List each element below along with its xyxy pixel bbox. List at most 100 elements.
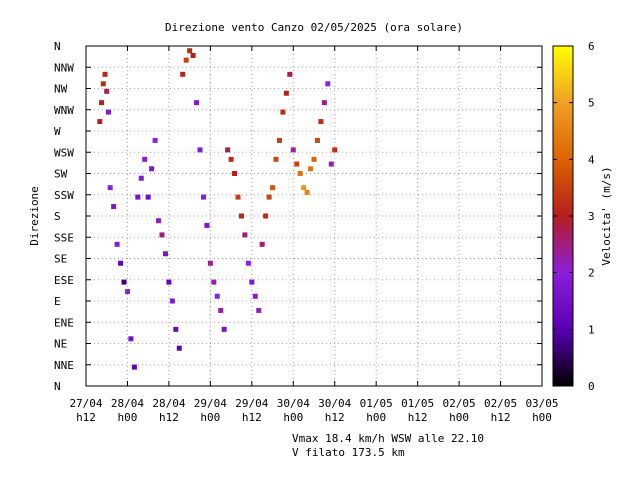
x-tick-label-hour: h00 bbox=[118, 411, 138, 424]
data-point bbox=[228, 156, 234, 162]
data-point bbox=[176, 345, 182, 351]
x-tick-label-date: 29/04 bbox=[194, 397, 227, 410]
data-point bbox=[259, 241, 265, 247]
x-tick-label-hour: h12 bbox=[159, 411, 179, 424]
x-tick-label-date: 28/04 bbox=[152, 397, 185, 410]
data-point bbox=[105, 109, 111, 115]
data-point bbox=[225, 147, 231, 153]
data-point bbox=[249, 279, 255, 285]
data-point bbox=[218, 307, 224, 313]
data-point bbox=[276, 137, 282, 143]
data-point bbox=[332, 147, 338, 153]
x-tick-label-date: 03/05 bbox=[525, 397, 558, 410]
data-point bbox=[290, 147, 296, 153]
y-tick-label: ESE bbox=[54, 274, 74, 287]
colorbar-label: Velocita' (m/s) bbox=[600, 166, 613, 265]
data-point bbox=[204, 222, 210, 228]
data-point bbox=[149, 166, 155, 172]
data-point bbox=[311, 156, 317, 162]
data-point bbox=[183, 57, 189, 63]
data-point bbox=[256, 307, 262, 313]
data-point bbox=[200, 194, 206, 200]
data-point bbox=[287, 71, 293, 77]
data-point bbox=[283, 90, 289, 96]
plot-frame bbox=[85, 45, 543, 387]
data-point bbox=[245, 260, 251, 266]
data-point bbox=[114, 241, 120, 247]
data-point bbox=[308, 166, 314, 172]
data-point bbox=[135, 194, 141, 200]
y-tick-label: NNE bbox=[54, 359, 74, 372]
y-tick-label: N bbox=[54, 40, 61, 53]
y-tick-label: SSE bbox=[54, 231, 74, 244]
data-point bbox=[328, 161, 334, 167]
x-tick-label-hour: h00 bbox=[366, 411, 386, 424]
data-point bbox=[173, 326, 179, 332]
y-tick-label: SSW bbox=[54, 189, 74, 202]
y-tick-label: NNW bbox=[54, 61, 74, 74]
data-point bbox=[152, 137, 158, 143]
data-point bbox=[211, 279, 217, 285]
data-point bbox=[100, 81, 106, 87]
x-tick-label-date: 01/05 bbox=[401, 397, 434, 410]
data-point bbox=[297, 171, 303, 176]
data-point bbox=[97, 119, 103, 125]
colorbar-tick-label: 0 bbox=[588, 380, 595, 393]
data-point bbox=[124, 289, 130, 295]
y-tick-label: W bbox=[54, 125, 61, 138]
data-point bbox=[266, 194, 272, 200]
data-point bbox=[314, 137, 320, 143]
y-tick-label: NE bbox=[54, 338, 67, 351]
data-point bbox=[294, 161, 300, 167]
data-point bbox=[190, 52, 196, 58]
data-point bbox=[121, 279, 127, 285]
data-point bbox=[131, 364, 137, 370]
data-point bbox=[214, 293, 220, 299]
data-point bbox=[162, 251, 168, 257]
grid-lines bbox=[86, 46, 542, 386]
data-point bbox=[221, 326, 227, 332]
data-point bbox=[142, 156, 148, 162]
x-tick-label-date: 01/05 bbox=[360, 397, 393, 410]
x-tick-label-hour: h00 bbox=[283, 411, 303, 424]
data-point bbox=[145, 194, 151, 200]
data-point bbox=[156, 218, 162, 224]
data-point bbox=[187, 48, 193, 54]
data-point bbox=[194, 100, 200, 106]
data-point bbox=[252, 293, 258, 299]
y-tick-label: N bbox=[54, 380, 61, 393]
colorbar-tick-label: 5 bbox=[588, 97, 595, 110]
vmax-note: Vmax 18.4 km/h WSW alle 22.10 bbox=[292, 432, 484, 445]
data-point bbox=[273, 156, 279, 162]
data-point bbox=[197, 147, 203, 153]
x-tick-label-hour: h12 bbox=[491, 411, 511, 424]
data-point bbox=[280, 109, 286, 115]
y-tick-label: SW bbox=[54, 168, 68, 181]
data-point bbox=[321, 100, 327, 106]
data-point bbox=[232, 171, 238, 176]
colorbar-tick-label: 3 bbox=[588, 210, 595, 223]
x-tick-label-hour: h00 bbox=[200, 411, 220, 424]
y-tick-label: S bbox=[54, 210, 61, 223]
data-point bbox=[166, 279, 172, 285]
x-tick-label-hour: h12 bbox=[76, 411, 96, 424]
data-point bbox=[207, 260, 213, 266]
data-point bbox=[235, 194, 241, 200]
data-point bbox=[102, 71, 108, 77]
y-tick-label: WNW bbox=[54, 104, 74, 117]
x-tick-label-date: 02/05 bbox=[443, 397, 476, 410]
data-point bbox=[111, 204, 117, 210]
x-tick-label-hour: h00 bbox=[532, 411, 552, 424]
data-points bbox=[97, 48, 338, 370]
x-tick-label-date: 29/04 bbox=[235, 397, 268, 410]
distance-note: V filato 173.5 km bbox=[292, 446, 405, 459]
y-tick-label: E bbox=[54, 295, 61, 308]
x-tick-label-hour: h12 bbox=[408, 411, 428, 424]
colorbar-tick-label: 6 bbox=[588, 40, 595, 53]
x-tick-label-hour: h12 bbox=[242, 411, 262, 424]
data-point bbox=[169, 298, 175, 304]
data-point bbox=[242, 232, 248, 238]
data-point bbox=[99, 100, 105, 106]
x-tick-label-hour: h00 bbox=[449, 411, 469, 424]
